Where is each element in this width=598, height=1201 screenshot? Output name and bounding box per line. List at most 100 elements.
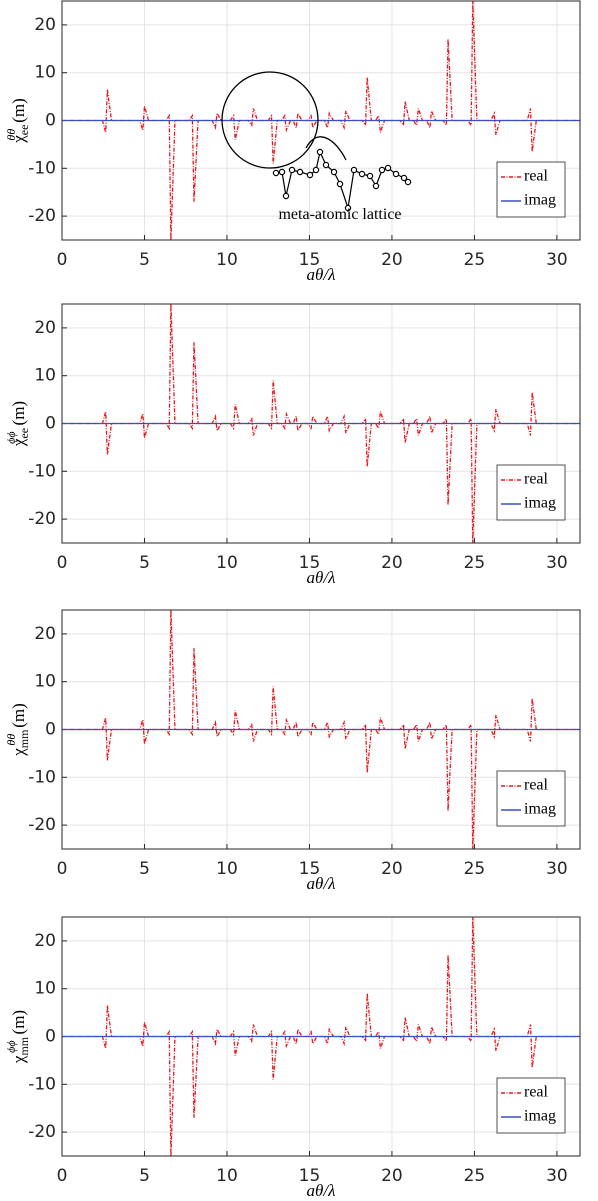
x-tick-label: 20 <box>381 859 403 879</box>
y-label-base: χ <box>9 438 28 447</box>
y-label-sub: ee <box>17 428 31 439</box>
subplot: 0 5 10 15 20 25 30 -20 -10 0 10 20 real imag aθ/λ χmmθθ… <box>4 609 581 893</box>
x-tick-label: 15 <box>299 250 321 270</box>
x-tick-label: 0 <box>57 553 68 573</box>
legend-box <box>496 770 566 827</box>
x-tick-label: 15 <box>299 553 321 573</box>
lattice-atom <box>358 170 366 178</box>
y-label-base: χ <box>9 1055 28 1064</box>
lattice-atom <box>404 178 412 186</box>
lattice-atom <box>272 169 280 177</box>
x-tick-label: 0 <box>57 1166 68 1186</box>
lattice-atom <box>282 192 290 200</box>
legend-box <box>496 464 566 521</box>
lattice-atom <box>296 168 304 176</box>
lattice-atom <box>366 172 374 180</box>
y-axis-label: χeeϕϕ (m) <box>4 401 31 447</box>
y-label-sup: ϕϕ <box>4 1040 18 1052</box>
y-label-unit: (m) <box>9 703 28 728</box>
lattice-atom <box>344 204 352 212</box>
y-tick-label: 10 <box>34 366 56 386</box>
y-tick-label: -20 <box>28 206 56 226</box>
legend-label: imag <box>524 1108 556 1125</box>
y-tick-label: 10 <box>34 979 56 999</box>
legend-label: real <box>524 168 549 185</box>
x-tick-label: 5 <box>139 1166 150 1186</box>
zoom-connector <box>305 136 347 161</box>
y-tick-label: -10 <box>28 461 56 481</box>
lattice-atom <box>322 161 330 169</box>
y-tick-label: 0 <box>45 111 56 131</box>
y-tick-label: 0 <box>45 1027 56 1047</box>
y-axis-label: χmmθθ (m) <box>4 703 31 757</box>
y-axis-label: χmmϕϕ (m) <box>4 1010 31 1064</box>
y-tick-label: 0 <box>45 414 56 434</box>
lattice-atom <box>350 166 358 174</box>
y-tick-label: 20 <box>34 318 56 338</box>
lattice-atom <box>392 170 400 178</box>
legend-label: imag <box>524 801 556 818</box>
y-tick-label: -20 <box>28 1122 56 1142</box>
x-tick-label: 5 <box>139 553 150 573</box>
x-axis-label: aθ/λ <box>307 265 336 284</box>
y-label-unit: (m) <box>9 401 28 426</box>
y-label-sup: θθ <box>4 129 18 141</box>
lattice-atom <box>400 174 408 182</box>
lattice-atom <box>306 171 314 179</box>
y-label-base: χ <box>9 135 28 144</box>
x-tick-label: 25 <box>464 553 486 573</box>
y-tick-label: -10 <box>28 767 56 787</box>
x-tick-label: 0 <box>57 859 68 879</box>
y-label-base: χ <box>9 748 28 757</box>
x-tick-label: 0 <box>57 250 68 270</box>
y-tick-label: 20 <box>34 931 56 951</box>
x-axis-label: aθ/λ <box>307 1181 336 1200</box>
y-label-sup: ϕϕ <box>4 431 18 443</box>
x-tick-label: 30 <box>546 250 568 270</box>
legend-label: imag <box>524 495 556 512</box>
legend-label: imag <box>524 192 556 209</box>
x-tick-label: 25 <box>464 250 486 270</box>
x-tick-label: 25 <box>464 1166 486 1186</box>
y-axis-label: χeeθθ (m) <box>4 98 31 144</box>
subplot: 0 5 10 15 20 25 30 -20 -10 0 10 20 real imag aθ/λ χeeϕϕ… <box>4 303 581 587</box>
x-tick-label: 10 <box>216 859 238 879</box>
y-tick-label: 0 <box>45 720 56 740</box>
x-tick-label: 20 <box>381 1166 403 1186</box>
y-label-sub: mm <box>17 1036 31 1055</box>
lattice-atom <box>336 180 344 188</box>
y-label-sup: θθ <box>4 734 18 746</box>
y-tick-label: -20 <box>28 815 56 835</box>
legend-label: real <box>524 777 549 794</box>
y-label-unit: (m) <box>9 98 28 123</box>
x-tick-label: 10 <box>216 1166 238 1186</box>
y-tick-label: -10 <box>28 1074 56 1094</box>
x-tick-label: 20 <box>381 250 403 270</box>
y-tick-label: 20 <box>34 624 56 644</box>
y-tick-label: -20 <box>28 509 56 529</box>
y-label-sub: ee <box>17 125 31 136</box>
legend: real imag <box>496 1077 566 1134</box>
axes-box <box>61 303 581 544</box>
x-tick-label: 10 <box>216 553 238 573</box>
x-tick-label: 10 <box>216 250 238 270</box>
subplot: 0 5 10 15 20 25 30 -20 -10 0 10 20 real imag aθ/λ χmmϕϕ… <box>4 916 581 1200</box>
x-tick-label: 15 <box>299 859 321 879</box>
lattice-atom <box>316 148 324 156</box>
y-tick-label: -10 <box>28 158 56 178</box>
zoom-circle <box>221 71 319 169</box>
x-tick-label: 5 <box>139 859 150 879</box>
legend-box <box>496 161 566 218</box>
legend-label: real <box>524 1084 549 1101</box>
y-tick-label: 10 <box>34 672 56 692</box>
x-tick-label: 30 <box>546 553 568 573</box>
annotation: meta-atomic lattice <box>221 71 412 223</box>
x-tick-label: 5 <box>139 250 150 270</box>
legend: real imag <box>496 464 566 521</box>
lattice-atom <box>372 182 380 190</box>
lattice-atom <box>378 166 386 174</box>
x-axis-label: aθ/λ <box>307 874 336 893</box>
x-tick-label: 30 <box>546 1166 568 1186</box>
y-label-unit: (m) <box>9 1010 28 1035</box>
axes-box <box>61 916 581 1157</box>
